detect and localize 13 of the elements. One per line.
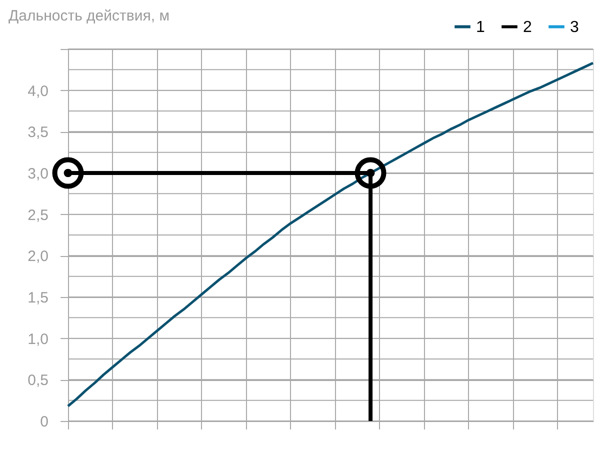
legend-label: 2: [523, 18, 532, 36]
legend-label: 3: [570, 18, 579, 36]
y-tick-label: 2,0: [28, 248, 48, 266]
y-tick-label: 2,5: [28, 206, 48, 224]
y-tick-label: 1,5: [28, 290, 48, 306]
y-axis-title: Дальность действия, м: [8, 8, 170, 24]
y-tick-label: 4,0: [28, 82, 48, 100]
y-tick-label: 3,5: [28, 124, 48, 142]
y-tick-label: 3,0: [28, 166, 48, 182]
y-tick-label: 1,0: [28, 330, 48, 348]
legend-label: 1: [476, 18, 485, 36]
y-tick-label: 0,5: [28, 372, 48, 390]
y-tick-label: 0: [40, 414, 48, 430]
